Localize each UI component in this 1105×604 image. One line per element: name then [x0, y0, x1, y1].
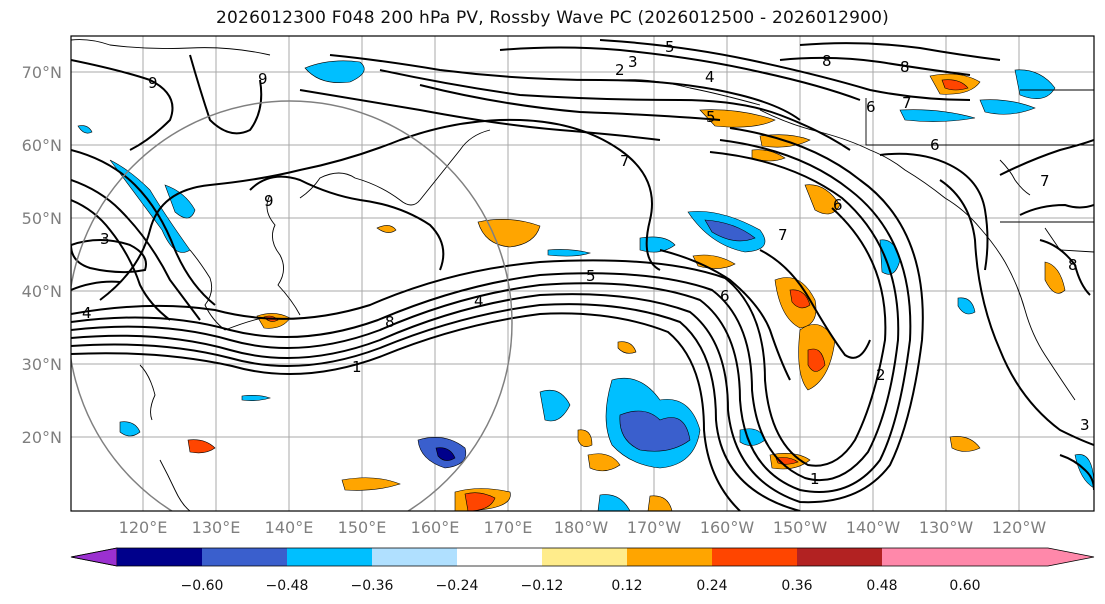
contour-label: 1	[810, 470, 820, 488]
colorbar-segment	[117, 548, 202, 566]
contour-label: 1	[352, 358, 362, 376]
colorbar-segment	[457, 548, 542, 566]
contour-label: 5	[586, 267, 596, 285]
colorbar-extend-tip	[1048, 548, 1094, 566]
lon-tick-label: 140°W	[846, 518, 901, 537]
map-title: 2026012300 F048 200 hPa PV, Rossby Wave …	[216, 8, 889, 28]
colorbar-tick-label: −0.24	[436, 578, 479, 594]
map-frame	[70, 35, 1095, 512]
contour-label: 4	[474, 292, 484, 310]
contour-label: 6	[866, 98, 876, 116]
contour-label: 3	[100, 230, 110, 248]
contour-label: 2	[615, 61, 625, 79]
contour-label: 5	[665, 38, 675, 56]
contour-label: 7	[902, 94, 912, 112]
lat-tick-label: 20°N	[22, 428, 62, 447]
lat-tick-label: 60°N	[22, 136, 62, 155]
lon-tick-label: 120°W	[992, 518, 1047, 537]
contour-label-group: 9 9 9 3 4 1 8 4 5 7 2 3 5 4 8 8 6 7 6 5 …	[82, 38, 1090, 488]
lon-tick-labels: 120°E 130°E 140°E 150°E 160°E 170°E 180°…	[119, 518, 1047, 537]
lat-tick-label: 70°N	[22, 63, 62, 82]
lat-tick-label: 30°N	[22, 355, 62, 374]
contour-label: 8	[822, 52, 832, 70]
contour-label: 2	[876, 366, 886, 384]
contour-label: 5	[706, 108, 716, 126]
colorbar-tick-label: −0.36	[351, 578, 394, 594]
colorbar-segment	[202, 548, 287, 566]
contour-label: 7	[778, 226, 788, 244]
contour-label: 8	[385, 313, 395, 331]
lon-tick-label: 120°E	[119, 518, 168, 537]
colorbar-segment	[965, 548, 1048, 566]
colorbar-tick-labels: −0.60 −0.48 −0.36 −0.24 −0.12 0.12 0.24 …	[181, 578, 981, 594]
lon-tick-label: 170°E	[484, 518, 533, 537]
lon-tick-label: 180°W	[554, 518, 609, 537]
colorbar: −0.60 −0.48 −0.36 −0.24 −0.12 0.12 0.24 …	[70, 547, 1095, 594]
colorbar-tick-label: −0.48	[266, 578, 309, 594]
pv-contours	[71, 39, 1094, 511]
contour-label: 4	[705, 68, 715, 86]
colorbar-tick-label: 0.36	[781, 578, 812, 594]
contour-label: 3	[1080, 416, 1090, 434]
contour-label: 9	[264, 192, 274, 210]
colorbar-extend-left	[70, 547, 118, 567]
contour-label: 7	[620, 152, 630, 170]
contour-label: 6	[930, 136, 940, 154]
contour-label: 6	[720, 287, 730, 305]
colorbar-segment	[287, 548, 372, 566]
contour-label: 9	[148, 74, 158, 92]
lat-tick-label: 50°N	[22, 209, 62, 228]
pc-anomaly-fill	[77, 60, 1094, 511]
lat-tick-labels: 70°N 60°N 50°N 40°N 30°N 20°N	[22, 63, 62, 447]
colorbar-segment	[882, 548, 965, 566]
colorbar-tick-label: 0.24	[696, 578, 727, 594]
contour-label: 3	[628, 53, 638, 71]
contour-label: 7	[1040, 172, 1050, 190]
lon-tick-label: 140°E	[265, 518, 314, 537]
colorbar-tick-label: −0.60	[181, 578, 224, 594]
colorbar-segment	[797, 548, 882, 566]
contour-label: 8	[1068, 256, 1078, 274]
lon-tick-label: 130°E	[192, 518, 241, 537]
lon-tick-label: 150°E	[338, 518, 387, 537]
lon-tick-label: 130°W	[919, 518, 974, 537]
contour-label: 4	[82, 304, 92, 322]
colorbar-tick-label: 0.12	[611, 578, 642, 594]
lon-tick-label: 150°W	[773, 518, 828, 537]
lon-tick-label: 160°E	[411, 518, 460, 537]
colorbar-segment	[712, 548, 797, 566]
contour-label: 8	[900, 58, 910, 76]
colorbar-tick-label: 0.48	[866, 578, 897, 594]
colorbar-segment	[627, 548, 712, 566]
lon-tick-label: 170°W	[627, 518, 682, 537]
lon-tick-label: 160°W	[700, 518, 755, 537]
colorbar-outline	[70, 547, 1095, 567]
contour-label: 9	[258, 70, 268, 88]
colorbar-segment	[542, 548, 627, 566]
radius-circle	[71, 100, 513, 511]
colorbar-tick-label: −0.12	[521, 578, 564, 594]
contour-label: 6	[833, 196, 843, 214]
colorbar-tick-label: 0.60	[949, 578, 980, 594]
lat-tick-label: 40°N	[22, 282, 62, 301]
colorbar-segment	[372, 548, 457, 566]
